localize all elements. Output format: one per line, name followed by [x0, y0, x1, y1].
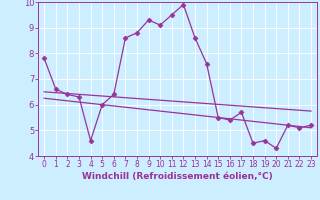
X-axis label: Windchill (Refroidissement éolien,°C): Windchill (Refroidissement éolien,°C): [82, 172, 273, 181]
